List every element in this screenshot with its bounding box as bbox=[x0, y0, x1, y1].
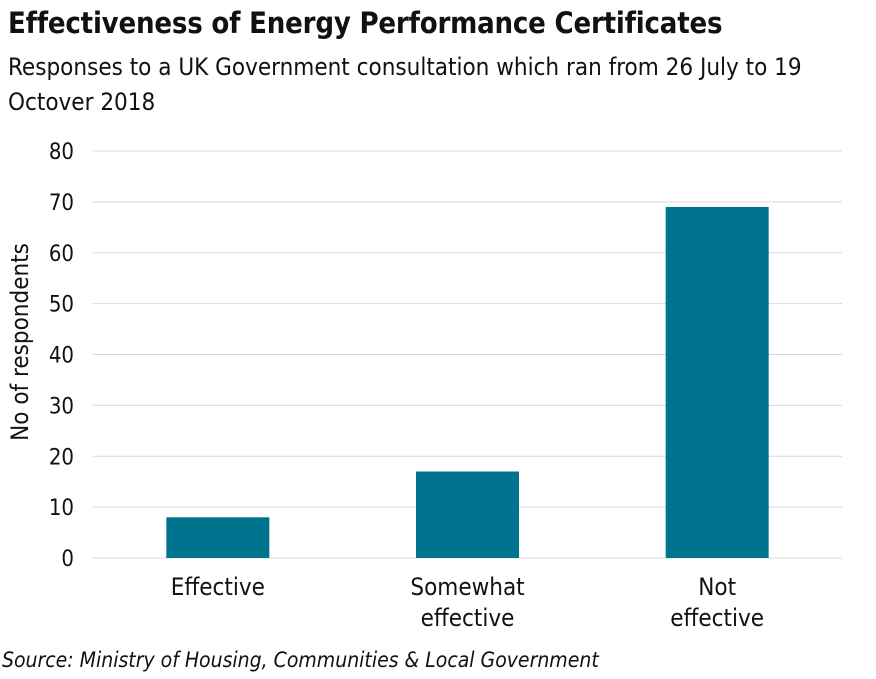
x-tick-label: Somewhat bbox=[410, 573, 524, 601]
x-tick-label: Not bbox=[698, 573, 736, 601]
x-tick-label: effective bbox=[421, 604, 515, 632]
y-axis-label: No of respondents bbox=[6, 243, 34, 441]
y-tick-label: 70 bbox=[49, 191, 74, 216]
y-tick-label: 20 bbox=[49, 445, 74, 470]
x-tick-label: effective bbox=[670, 604, 764, 632]
y-tick-label: 50 bbox=[49, 293, 74, 318]
bars bbox=[166, 206, 769, 558]
y-tick-label: 60 bbox=[49, 242, 74, 267]
y-tick-label: 40 bbox=[49, 344, 74, 369]
y-tick-label: 0 bbox=[61, 547, 74, 572]
y-axis-ticks: 0 10 20 30 40 50 60 70 80 bbox=[49, 140, 74, 572]
x-tick-label: Effective bbox=[171, 573, 265, 601]
bar bbox=[166, 517, 270, 558]
bar bbox=[665, 206, 769, 558]
bar bbox=[416, 471, 519, 558]
source-note: Source: Ministry of Housing, Communities… bbox=[2, 648, 599, 672]
x-axis-ticks: Effective Somewhat effective Not effective bbox=[171, 573, 764, 632]
chart-title: Effectiveness of Energy Performance Cert… bbox=[8, 6, 723, 40]
y-tick-label: 80 bbox=[49, 140, 74, 165]
y-tick-label: 10 bbox=[49, 496, 74, 521]
y-tick-label: 30 bbox=[49, 394, 74, 419]
chart-subtitle: Responses to a UK Government consultatio… bbox=[8, 53, 802, 116]
